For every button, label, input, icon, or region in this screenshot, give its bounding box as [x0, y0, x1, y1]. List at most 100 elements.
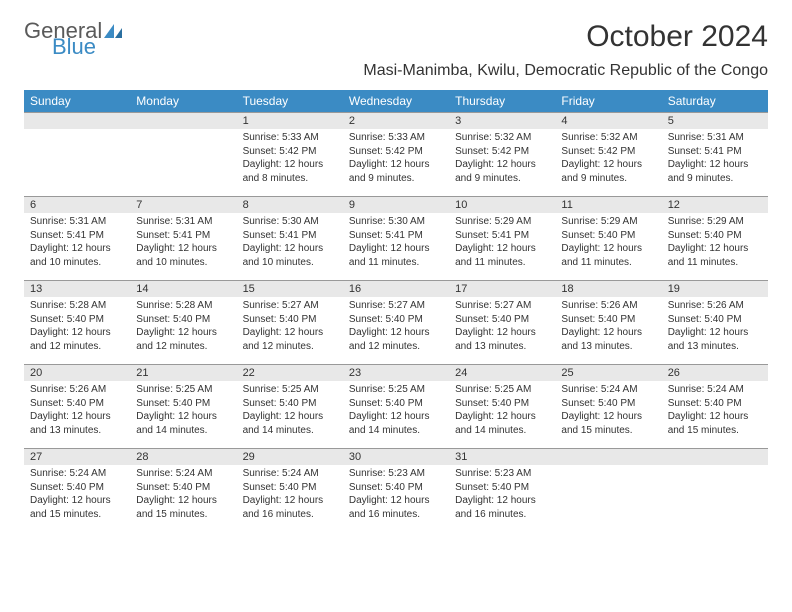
sunset-text: Sunset: 5:41 PM: [349, 229, 443, 243]
day-number: 15: [237, 280, 343, 297]
day-header: Monday: [130, 90, 236, 112]
daylight-text: Daylight: 12 hours: [455, 410, 549, 424]
calendar-cell: 11Sunrise: 5:29 AMSunset: 5:40 PMDayligh…: [555, 196, 661, 280]
sunrise-text: Sunrise: 5:29 AM: [455, 215, 549, 229]
sunset-text: Sunset: 5:40 PM: [30, 397, 124, 411]
day-number: 18: [555, 280, 661, 297]
calendar-cell: 26Sunrise: 5:24 AMSunset: 5:40 PMDayligh…: [662, 364, 768, 448]
day-number: 2: [343, 112, 449, 129]
calendar-cell: 20Sunrise: 5:26 AMSunset: 5:40 PMDayligh…: [24, 364, 130, 448]
location-subtitle: Masi-Manimba, Kwilu, Democratic Republic…: [24, 62, 768, 80]
sunrise-text: Sunrise: 5:29 AM: [561, 215, 655, 229]
day-number: 23: [343, 364, 449, 381]
daylight-text: Daylight: 12 hours: [455, 494, 549, 508]
sunrise-text: Sunrise: 5:28 AM: [136, 299, 230, 313]
day-header: Wednesday: [343, 90, 449, 112]
day-details: Sunrise: 5:26 AMSunset: 5:40 PMDaylight:…: [24, 381, 130, 441]
daylight-text: and 8 minutes.: [243, 172, 337, 186]
sunset-text: Sunset: 5:40 PM: [243, 481, 337, 495]
sunrise-text: Sunrise: 5:32 AM: [561, 131, 655, 145]
daylight-text: and 14 minutes.: [455, 424, 549, 438]
day-details: Sunrise: 5:25 AMSunset: 5:40 PMDaylight:…: [130, 381, 236, 441]
day-details: Sunrise: 5:25 AMSunset: 5:40 PMDaylight:…: [237, 381, 343, 441]
day-number-row-empty: [555, 448, 661, 465]
calendar-week-row: 27Sunrise: 5:24 AMSunset: 5:40 PMDayligh…: [24, 448, 768, 532]
sunset-text: Sunset: 5:42 PM: [243, 145, 337, 159]
calendar-cell: 23Sunrise: 5:25 AMSunset: 5:40 PMDayligh…: [343, 364, 449, 448]
calendar-cell: 30Sunrise: 5:23 AMSunset: 5:40 PMDayligh…: [343, 448, 449, 532]
day-details: Sunrise: 5:30 AMSunset: 5:41 PMDaylight:…: [237, 213, 343, 273]
daylight-text: Daylight: 12 hours: [136, 410, 230, 424]
calendar-cell: [662, 448, 768, 532]
calendar-cell: 6Sunrise: 5:31 AMSunset: 5:41 PMDaylight…: [24, 196, 130, 280]
day-number: 19: [662, 280, 768, 297]
calendar-cell: 10Sunrise: 5:29 AMSunset: 5:41 PMDayligh…: [449, 196, 555, 280]
daylight-text: and 16 minutes.: [243, 508, 337, 522]
day-number-row-empty: [662, 448, 768, 465]
calendar-cell: 24Sunrise: 5:25 AMSunset: 5:40 PMDayligh…: [449, 364, 555, 448]
calendar-cell: 25Sunrise: 5:24 AMSunset: 5:40 PMDayligh…: [555, 364, 661, 448]
day-details: Sunrise: 5:26 AMSunset: 5:40 PMDaylight:…: [662, 297, 768, 357]
sunrise-text: Sunrise: 5:31 AM: [30, 215, 124, 229]
calendar-cell: [130, 112, 236, 196]
sunrise-text: Sunrise: 5:25 AM: [455, 383, 549, 397]
daylight-text: and 16 minutes.: [349, 508, 443, 522]
day-header: Thursday: [449, 90, 555, 112]
day-number: 13: [24, 280, 130, 297]
calendar-cell: 16Sunrise: 5:27 AMSunset: 5:40 PMDayligh…: [343, 280, 449, 364]
sunset-text: Sunset: 5:40 PM: [455, 481, 549, 495]
day-details: Sunrise: 5:27 AMSunset: 5:40 PMDaylight:…: [449, 297, 555, 357]
daylight-text: Daylight: 12 hours: [668, 326, 762, 340]
daylight-text: and 15 minutes.: [30, 508, 124, 522]
daylight-text: Daylight: 12 hours: [561, 158, 655, 172]
daylight-text: Daylight: 12 hours: [349, 242, 443, 256]
day-number-row-empty: [24, 112, 130, 129]
day-details: Sunrise: 5:31 AMSunset: 5:41 PMDaylight:…: [24, 213, 130, 273]
calendar-cell: 15Sunrise: 5:27 AMSunset: 5:40 PMDayligh…: [237, 280, 343, 364]
day-details: Sunrise: 5:30 AMSunset: 5:41 PMDaylight:…: [343, 213, 449, 273]
day-number: 28: [130, 448, 236, 465]
daylight-text: Daylight: 12 hours: [668, 242, 762, 256]
day-header: Friday: [555, 90, 661, 112]
calendar-cell: 19Sunrise: 5:26 AMSunset: 5:40 PMDayligh…: [662, 280, 768, 364]
day-number: 27: [24, 448, 130, 465]
calendar-cell: 29Sunrise: 5:24 AMSunset: 5:40 PMDayligh…: [237, 448, 343, 532]
day-number: 12: [662, 196, 768, 213]
daylight-text: and 9 minutes.: [668, 172, 762, 186]
sunrise-text: Sunrise: 5:23 AM: [349, 467, 443, 481]
sunrise-text: Sunrise: 5:31 AM: [668, 131, 762, 145]
calendar-cell: 3Sunrise: 5:32 AMSunset: 5:42 PMDaylight…: [449, 112, 555, 196]
day-details: Sunrise: 5:27 AMSunset: 5:40 PMDaylight:…: [237, 297, 343, 357]
sunset-text: Sunset: 5:40 PM: [455, 313, 549, 327]
sunset-text: Sunset: 5:41 PM: [455, 229, 549, 243]
day-details: Sunrise: 5:28 AMSunset: 5:40 PMDaylight:…: [130, 297, 236, 357]
sunset-text: Sunset: 5:40 PM: [668, 397, 762, 411]
sunrise-text: Sunrise: 5:33 AM: [243, 131, 337, 145]
day-details: Sunrise: 5:32 AMSunset: 5:42 PMDaylight:…: [555, 129, 661, 189]
day-details: Sunrise: 5:25 AMSunset: 5:40 PMDaylight:…: [449, 381, 555, 441]
daylight-text: Daylight: 12 hours: [30, 326, 124, 340]
day-details: Sunrise: 5:33 AMSunset: 5:42 PMDaylight:…: [343, 129, 449, 189]
day-number: 24: [449, 364, 555, 381]
daylight-text: and 13 minutes.: [455, 340, 549, 354]
sunrise-text: Sunrise: 5:24 AM: [136, 467, 230, 481]
day-details: Sunrise: 5:24 AMSunset: 5:40 PMDaylight:…: [130, 465, 236, 525]
sunrise-text: Sunrise: 5:24 AM: [668, 383, 762, 397]
daylight-text: and 11 minutes.: [455, 256, 549, 270]
sunrise-text: Sunrise: 5:26 AM: [561, 299, 655, 313]
daylight-text: Daylight: 12 hours: [136, 326, 230, 340]
sunset-text: Sunset: 5:40 PM: [349, 313, 443, 327]
daylight-text: and 13 minutes.: [30, 424, 124, 438]
daylight-text: and 16 minutes.: [455, 508, 549, 522]
daylight-text: Daylight: 12 hours: [30, 410, 124, 424]
calendar-table: Sunday Monday Tuesday Wednesday Thursday…: [24, 90, 768, 532]
daylight-text: and 11 minutes.: [561, 256, 655, 270]
daylight-text: Daylight: 12 hours: [455, 158, 549, 172]
calendar-cell: 5Sunrise: 5:31 AMSunset: 5:41 PMDaylight…: [662, 112, 768, 196]
sunrise-text: Sunrise: 5:24 AM: [30, 467, 124, 481]
sunrise-text: Sunrise: 5:26 AM: [668, 299, 762, 313]
sunset-text: Sunset: 5:40 PM: [136, 481, 230, 495]
day-details: Sunrise: 5:33 AMSunset: 5:42 PMDaylight:…: [237, 129, 343, 189]
calendar-week-row: 20Sunrise: 5:26 AMSunset: 5:40 PMDayligh…: [24, 364, 768, 448]
daylight-text: Daylight: 12 hours: [136, 242, 230, 256]
